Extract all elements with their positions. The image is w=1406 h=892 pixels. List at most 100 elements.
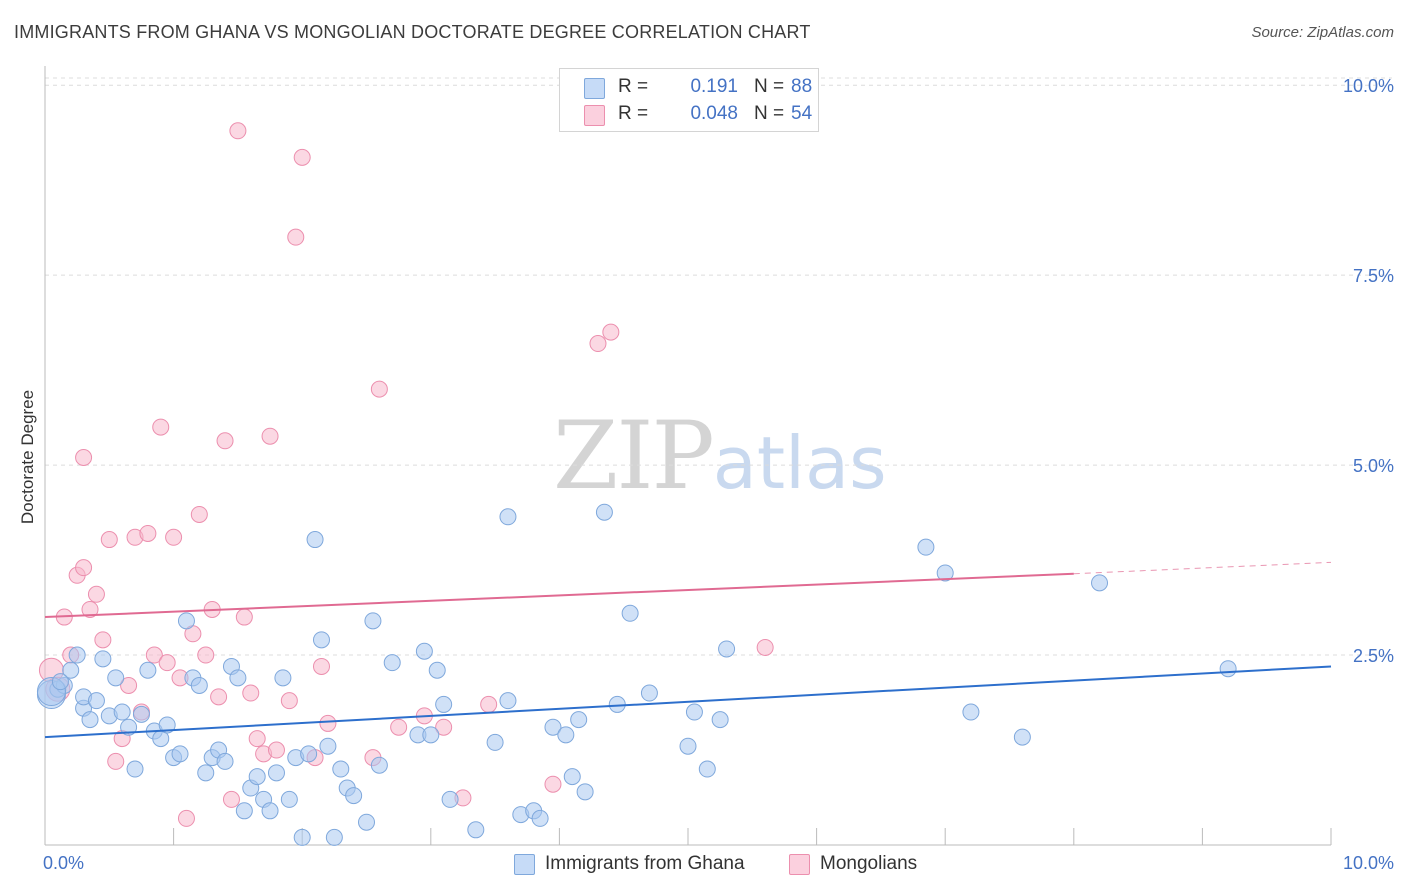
- ghana-point: [126, 760, 144, 778]
- ghana-points: [36, 503, 1237, 846]
- ghana-point: [132, 705, 150, 723]
- ghana-point: [486, 733, 504, 751]
- mongolians-point: [390, 718, 408, 736]
- ghana-point: [248, 768, 266, 786]
- y-tick-label: 7.5%: [1353, 266, 1394, 286]
- legend-r-value: 0.191: [690, 76, 738, 97]
- ghana-point: [563, 768, 581, 786]
- ghana-point: [216, 752, 234, 770]
- mongolians-point: [158, 654, 176, 672]
- ghana-point: [177, 612, 195, 630]
- ghana-point: [325, 828, 343, 846]
- ghana-point: [962, 703, 980, 721]
- ghana-point: [679, 737, 697, 755]
- mongolians-point: [370, 380, 388, 398]
- mongolians-point: [480, 695, 498, 713]
- ghana-point: [499, 508, 517, 526]
- mongolians-point: [139, 524, 157, 542]
- ghana-point: [261, 802, 279, 820]
- mongolians-point: [197, 646, 215, 664]
- mongolians-point: [152, 418, 170, 436]
- ghana-point: [364, 612, 382, 630]
- ghana-point: [280, 790, 298, 808]
- mongolians-point: [107, 752, 125, 770]
- legend-swatch-mongolians: [584, 105, 605, 126]
- mongolians-point: [229, 122, 247, 140]
- mongolians-point: [75, 559, 93, 577]
- y-tick-label: 2.5%: [1353, 646, 1394, 666]
- ghana-point: [621, 604, 639, 622]
- ghana-point: [415, 642, 433, 660]
- x-tick-label: 0.0%: [43, 853, 84, 873]
- mongolians-point: [312, 657, 330, 675]
- mongolians-point: [435, 718, 453, 736]
- mongolians-trend-extension: [1073, 561, 1332, 575]
- ghana-point: [293, 828, 311, 846]
- ghana-point: [229, 669, 247, 687]
- ghana-point: [190, 676, 208, 694]
- ghana-point: [576, 783, 594, 801]
- ghana-point: [544, 718, 562, 736]
- mongolians-point: [589, 335, 607, 353]
- y-tick-label: 10.0%: [1343, 76, 1394, 96]
- ghana-point: [319, 737, 337, 755]
- ghana-point: [467, 821, 485, 839]
- legend-swatch-ghana: [584, 78, 605, 99]
- ghana-point: [81, 711, 99, 729]
- ghana-point: [345, 787, 363, 805]
- ghana-point: [370, 756, 388, 774]
- ghana-point: [358, 813, 375, 831]
- ghana-point: [1013, 728, 1031, 746]
- legend-n-value: 88: [791, 76, 813, 97]
- ghana-point: [1091, 574, 1109, 592]
- mongolians-point: [280, 692, 298, 710]
- ghana-point: [531, 809, 549, 827]
- watermark-zip: ZIP: [553, 402, 715, 511]
- watermark-atlas: atlas: [712, 421, 887, 505]
- ghana-point: [107, 669, 125, 687]
- ghana-point: [139, 661, 157, 679]
- trend-lines: [44, 561, 1332, 739]
- ghana-point: [332, 760, 350, 778]
- mongolians-point: [145, 646, 163, 664]
- bottom-swatch-ghana: [514, 854, 535, 875]
- ghana-point: [441, 790, 459, 808]
- ghana-point: [711, 711, 729, 729]
- ghana-point: [1219, 660, 1237, 678]
- ghana-point: [383, 654, 401, 672]
- mongolians-point: [756, 638, 774, 656]
- ghana-point: [235, 802, 253, 820]
- mongolians-point: [261, 427, 279, 445]
- mongolians-point: [216, 432, 234, 450]
- mongolians-point: [81, 600, 99, 618]
- ghana-point: [640, 684, 658, 702]
- mongolians-point: [267, 741, 285, 759]
- legend-r-label: R =: [618, 76, 649, 97]
- ghana-point: [62, 661, 80, 679]
- ghana-point: [87, 692, 105, 710]
- mongolians-point: [100, 531, 118, 549]
- axes: [44, 66, 1332, 846]
- chart-title: IMMIGRANTS FROM GHANA VS MONGOLIAN DOCTO…: [14, 22, 811, 42]
- mongolians-point: [165, 528, 183, 546]
- ghana-point: [113, 703, 131, 721]
- ghana-point: [422, 726, 440, 744]
- bottom-swatch-mongolians: [789, 854, 810, 875]
- gridlines: [45, 77, 1392, 656]
- x-tick-label: 10.0%: [1343, 853, 1394, 873]
- ghana-point: [158, 716, 176, 734]
- mongolians-point: [248, 730, 266, 748]
- mongolians-trend-line: [44, 572, 1074, 619]
- ghana-point: [570, 711, 588, 729]
- ghana-point: [306, 531, 324, 549]
- bottom-legend-ghana-label: Immigrants from Ghana: [545, 853, 745, 874]
- watermark: ZIPatlas: [553, 402, 887, 511]
- ghana-point: [94, 650, 112, 668]
- ghana-point: [300, 745, 318, 763]
- y-axis-title: Doctorate Degree: [18, 390, 37, 524]
- ghana-point: [718, 640, 736, 658]
- legend-n-label: N =: [754, 103, 785, 124]
- correlation-legend: R = 0.191 N = 88 R = 0.048 N = 54: [559, 68, 819, 132]
- mongolians-point: [287, 228, 305, 246]
